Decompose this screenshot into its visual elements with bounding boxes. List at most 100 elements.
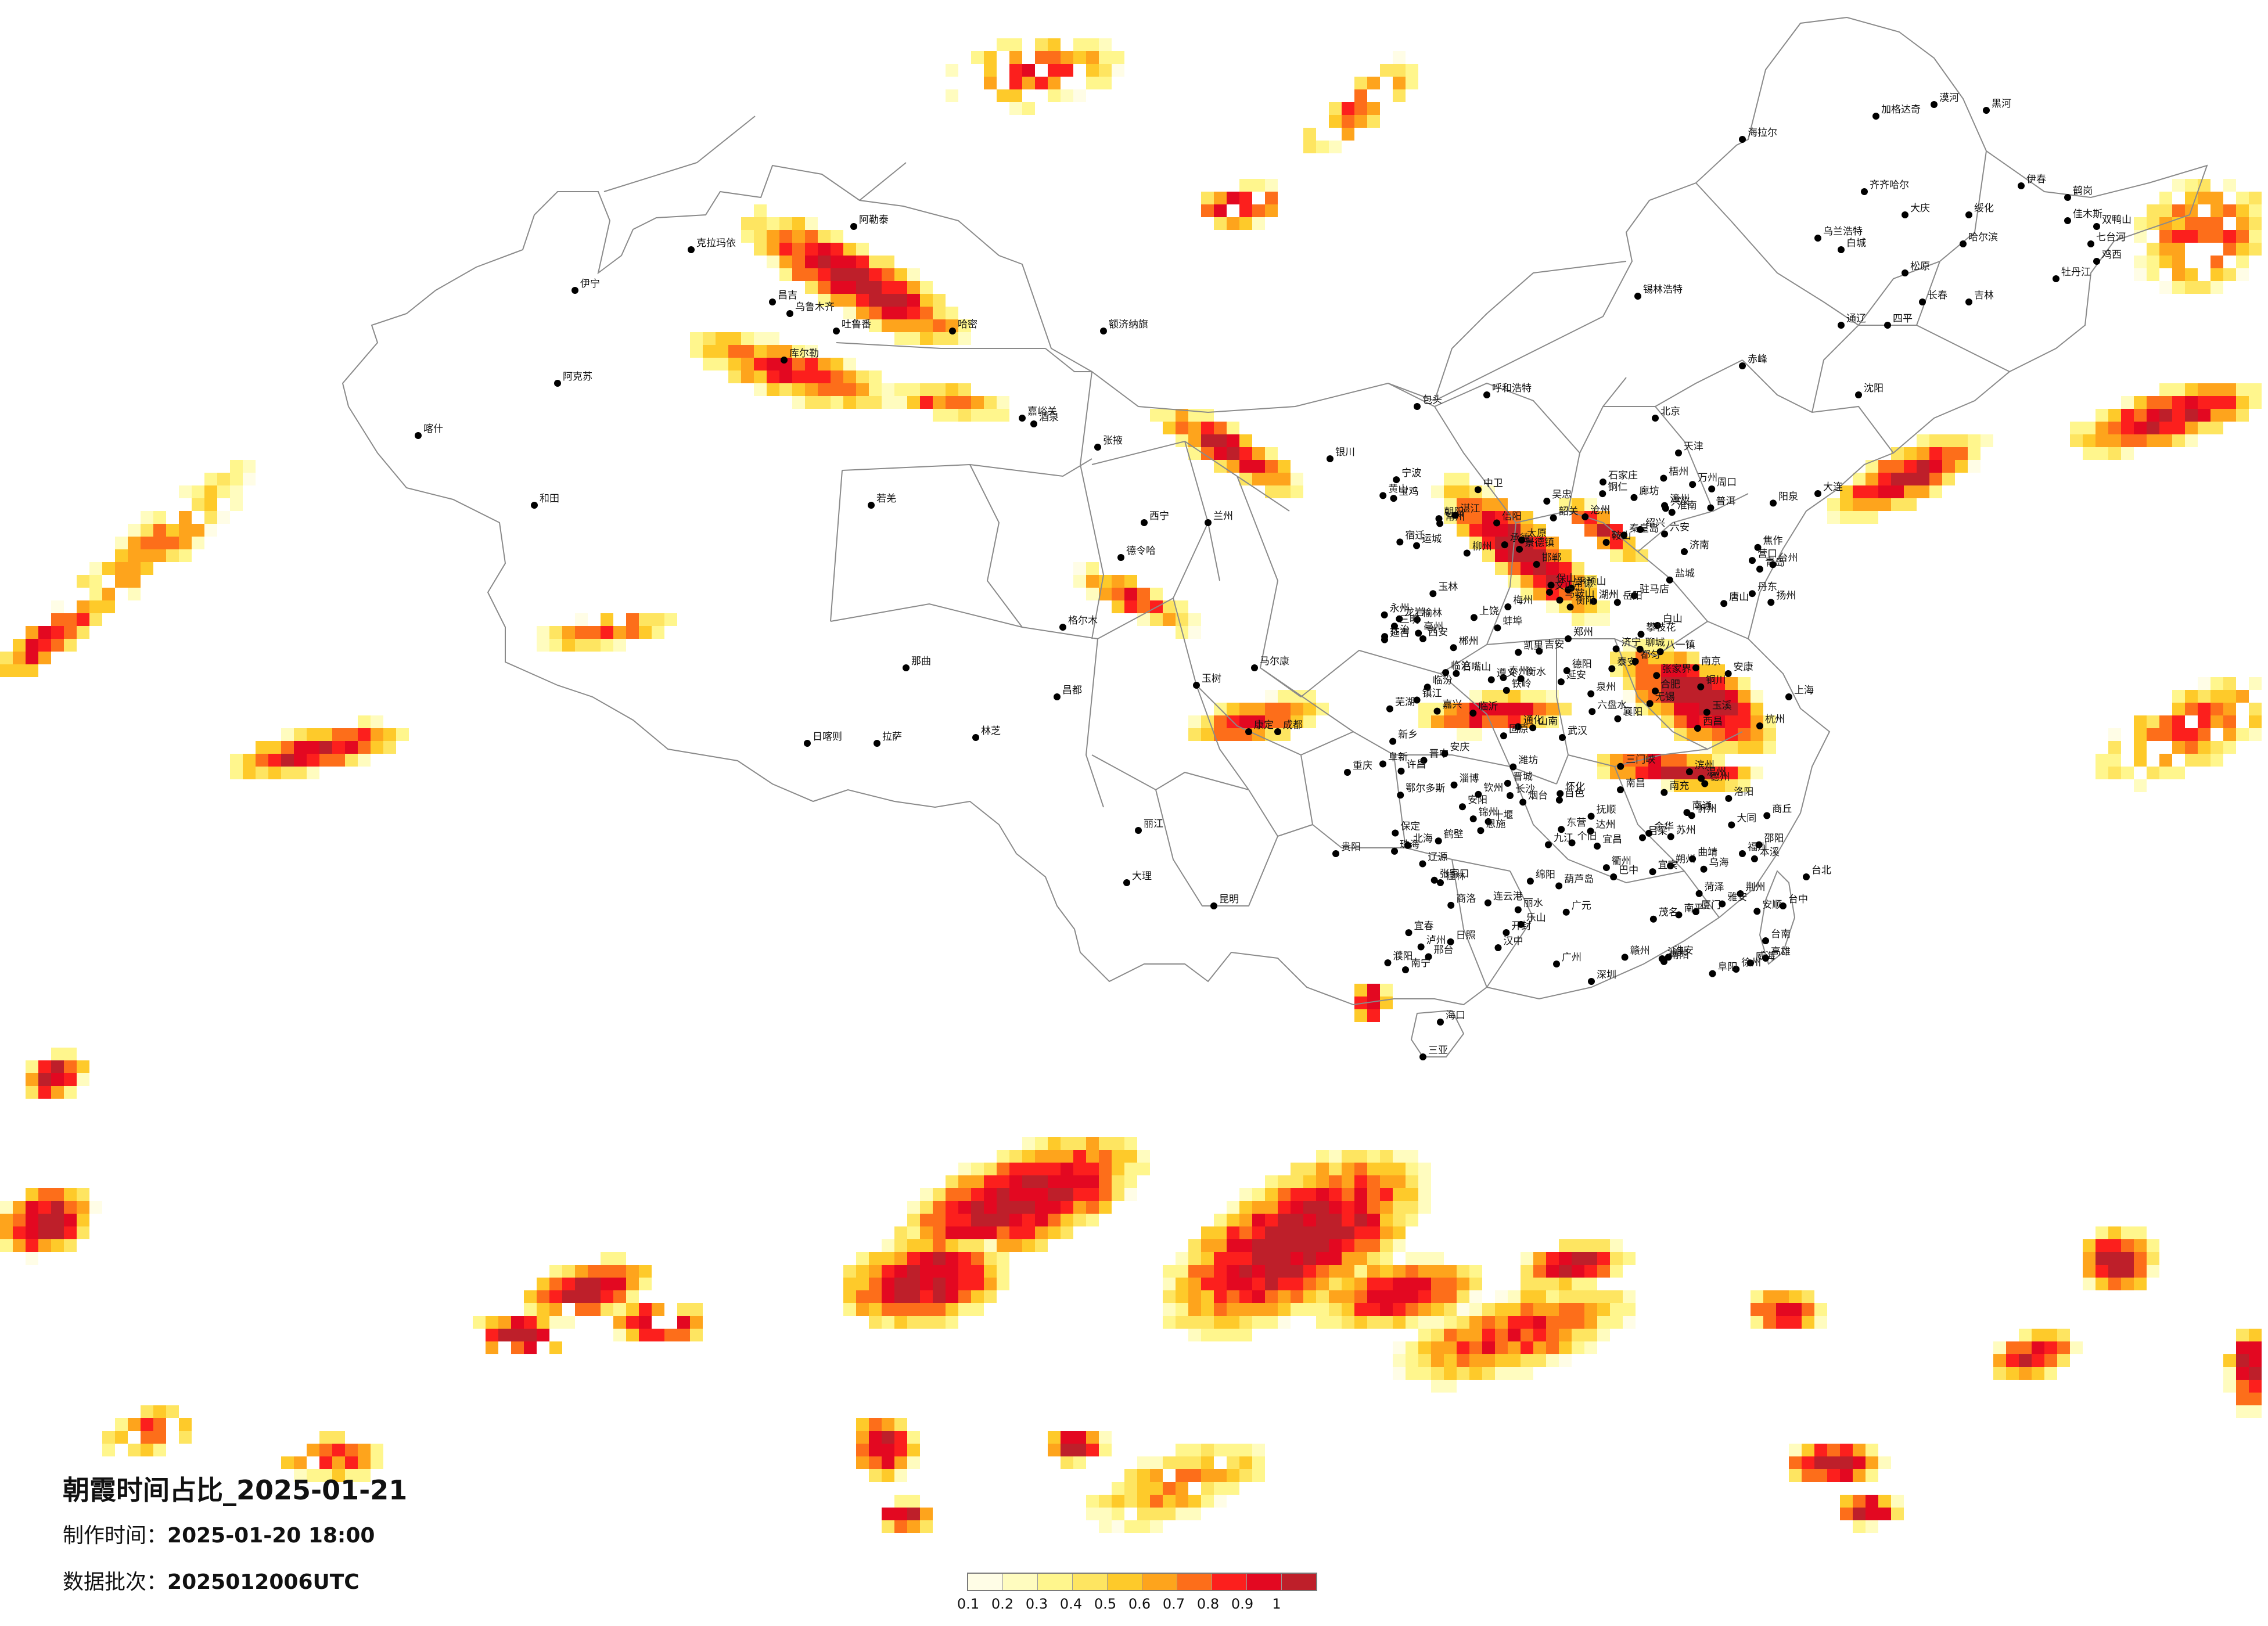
city-label: 宜昌	[1602, 834, 1622, 846]
city-label: 无锡	[1655, 691, 1675, 703]
city-dot	[1450, 644, 1457, 652]
data-batch: 数据批次：2025012006UTC	[63, 1565, 360, 1595]
city-label: 银川	[1335, 447, 1355, 458]
city-label: 兴义	[1671, 496, 1691, 508]
city-label: 太原	[1527, 528, 1547, 539]
city-label: 玉林	[1438, 581, 1458, 593]
city-dot	[1205, 519, 1212, 526]
city-dot	[1484, 899, 1491, 906]
city-dot	[804, 740, 811, 747]
city-dot	[1666, 576, 1673, 584]
city-dot	[1518, 537, 1525, 544]
made-time-value: 2025-01-20 18:00	[167, 1524, 375, 1548]
city-label: 山南	[1538, 715, 1558, 727]
city-label: 忻州	[1697, 803, 1717, 815]
legend-swatch	[968, 1574, 1003, 1590]
city-label: 梅州	[1513, 595, 1533, 606]
city-dot	[1210, 902, 1217, 909]
city-dot	[1245, 728, 1252, 735]
city-label: 牡丹江	[2061, 267, 2091, 278]
city-label: 喀什	[423, 423, 443, 435]
city-dot	[1630, 494, 1638, 501]
city-label: 襄阳	[1623, 706, 1642, 718]
city-label: 九江	[1554, 833, 1573, 844]
legend-tick: 1	[1272, 1596, 1281, 1612]
city-dot	[1739, 850, 1746, 857]
city-dot	[1667, 862, 1674, 870]
city-dot	[1724, 670, 1732, 677]
city-label: 广元	[1572, 900, 1591, 912]
city-dot	[1433, 707, 1441, 715]
city-label: 滨州	[1695, 760, 1715, 771]
city-dot	[1094, 444, 1101, 451]
city-label: 额济纳旗	[1109, 319, 1148, 330]
city-label: 南通	[1692, 800, 1712, 812]
city-label: 昆明	[1219, 894, 1239, 905]
city-label: 聊城	[1645, 637, 1665, 649]
city-dot	[1344, 769, 1351, 776]
city-dot	[1649, 868, 1656, 876]
city-dot	[2018, 182, 2025, 189]
city-label: 昌都	[1062, 685, 1082, 696]
city-dot	[1389, 738, 1397, 745]
city-dot	[1544, 841, 1552, 848]
city-label: 安康	[1734, 661, 1753, 673]
city-dot	[1419, 1053, 1426, 1060]
legend-swatch	[1212, 1574, 1247, 1590]
city-label: 哈密	[958, 319, 977, 330]
city-dot	[554, 380, 561, 387]
legend-swatch	[1003, 1574, 1038, 1590]
city-label: 周口	[1717, 477, 1737, 488]
color-legend: 0.1 0.2 0.3 0.4 0.5 0.6 0.7 0.8 0.9 1	[957, 1573, 1317, 1619]
city-label: 镇江	[1422, 688, 1442, 700]
city-label: 临沂	[1478, 701, 1498, 713]
city-label: 潍坊	[1518, 755, 1538, 767]
city-label: 佳木斯	[2073, 208, 2102, 220]
legend-tick: 0.4	[1059, 1596, 1083, 1612]
city-label: 亳州	[1424, 621, 1443, 632]
city-label: 张家界	[1662, 663, 1691, 675]
city-label: 阳泉	[1778, 491, 1798, 502]
city-dot	[1708, 485, 1716, 493]
city-label: 六安	[1670, 521, 1690, 533]
city-label: 安庆	[1450, 742, 1469, 753]
city-dot	[1193, 682, 1200, 689]
city-label: 吐鲁番	[842, 319, 871, 330]
city-dot	[1054, 693, 1061, 700]
city-label: 吴忠	[1552, 489, 1572, 501]
city-dot	[1415, 629, 1422, 637]
city-dot	[1392, 829, 1399, 837]
city-label: 加格达奇	[1881, 104, 1921, 116]
city-dot	[1390, 495, 1397, 502]
city-label: 临汾	[1433, 675, 1453, 686]
city-label: 营口	[1757, 548, 1777, 560]
city-label: 贵阳	[1341, 841, 1361, 853]
city-dot	[1689, 481, 1696, 488]
city-label: 黑河	[1992, 98, 2011, 110]
city-label: 衡阳	[1576, 595, 1595, 606]
city-label: 龙岩	[1404, 607, 1424, 618]
city-label: 南平	[1684, 902, 1703, 914]
city-label: 南充	[1669, 780, 1689, 792]
city-dot	[1600, 479, 1606, 485]
city-label: 白城	[1846, 238, 1866, 249]
city-label: 大同	[1737, 812, 1756, 824]
city-dot	[1459, 803, 1467, 811]
city-label: 天津	[1684, 441, 1703, 452]
city-label: 呼和浩特	[1492, 383, 1532, 394]
legend-swatch	[1142, 1574, 1177, 1590]
city-label: 沈阳	[1864, 383, 1884, 394]
city-label: 郴州	[1459, 635, 1479, 647]
city-dot	[1762, 955, 1769, 962]
city-label: 西安	[1428, 627, 1448, 638]
city-label: 乐山	[1526, 912, 1546, 924]
city-dot	[1543, 498, 1551, 505]
city-dot	[1612, 645, 1620, 653]
city-label: 吉林	[1974, 290, 1994, 301]
city-label: 大庆	[1910, 203, 1930, 214]
city-dot	[1536, 647, 1543, 655]
city-dot	[1397, 792, 1404, 799]
city-dot	[1507, 792, 1514, 799]
